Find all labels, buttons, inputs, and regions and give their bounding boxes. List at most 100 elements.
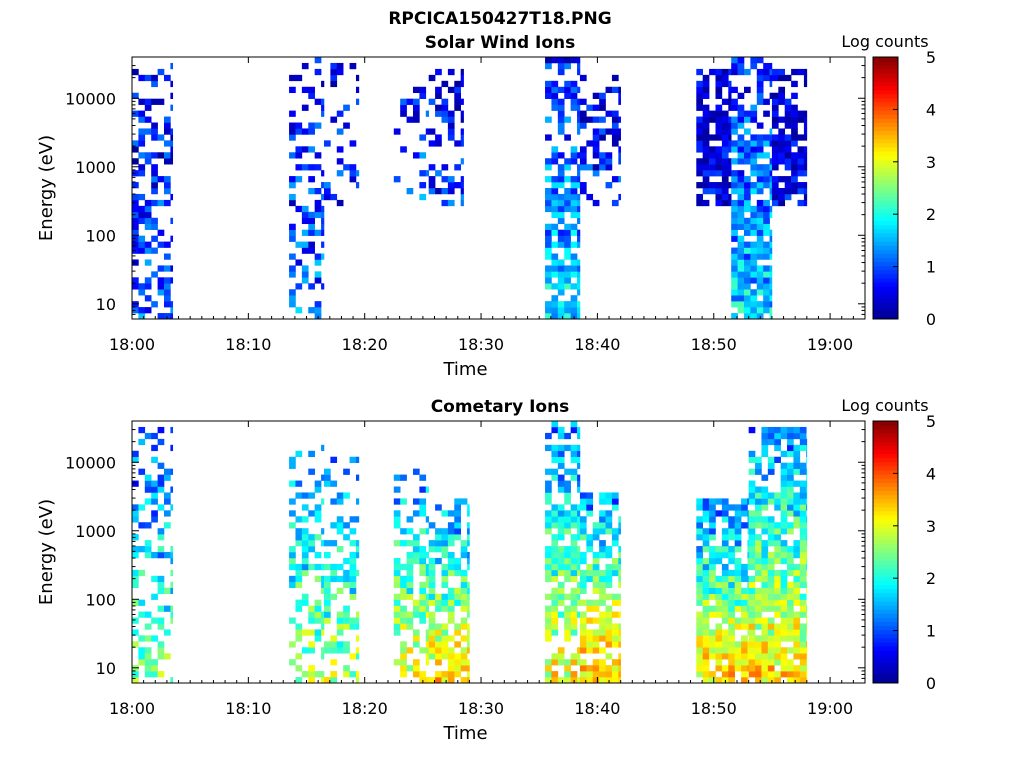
heatmap-cell <box>737 110 745 117</box>
heatmap-cell <box>721 182 729 189</box>
heatmap-cell <box>467 599 470 606</box>
heatmap-cell <box>170 104 174 111</box>
heatmap-cell <box>301 277 309 284</box>
heatmap-cell <box>551 629 559 636</box>
heatmap-cell <box>696 193 703 201</box>
heatmap-cell <box>170 587 174 594</box>
heatmap-cell <box>419 170 427 177</box>
heatmap-cell <box>767 653 775 660</box>
heatmap-cell <box>157 313 165 320</box>
heatmap-cell <box>618 146 621 153</box>
heatmap-cell <box>460 498 468 505</box>
heatmap-cell <box>577 426 581 434</box>
heatmap-cell <box>791 164 798 171</box>
heatmap-cell <box>301 62 309 70</box>
heatmap-cell <box>731 277 738 284</box>
colorbar-frame <box>872 56 899 320</box>
heatmap-cell <box>447 128 455 135</box>
heatmap-cell <box>728 182 732 189</box>
heatmap-cell <box>778 74 786 82</box>
heatmap-cell <box>164 182 171 189</box>
colorbar-segment <box>873 535 898 541</box>
heatmap-cell <box>564 116 571 123</box>
heatmap-cell <box>731 223 738 230</box>
heatmap-cell <box>744 259 751 266</box>
heatmap-cell <box>545 546 552 553</box>
heatmap-cell <box>605 617 613 624</box>
heatmap-cell <box>425 170 429 177</box>
heatmap-cell <box>460 193 464 201</box>
heatmap-cell <box>454 140 461 147</box>
heatmap-cell <box>756 271 764 278</box>
heatmap-cell <box>428 557 436 565</box>
heatmap-cell <box>157 575 165 583</box>
heatmap-cell <box>599 492 606 499</box>
colorbar-segment <box>873 65 898 70</box>
heatmap-cell <box>755 569 762 577</box>
heatmap-cell <box>419 193 427 201</box>
heatmap-cell <box>756 80 764 88</box>
heatmap-cell <box>577 480 581 487</box>
heatmap-cell <box>734 546 742 553</box>
heatmap-cell <box>460 635 468 642</box>
heatmap-cell <box>295 540 303 547</box>
heatmap-cell <box>295 623 303 630</box>
heatmap-cell <box>797 199 805 207</box>
heatmap-cell <box>557 587 565 594</box>
heatmap-cell <box>545 92 552 99</box>
heatmap-cell <box>545 575 552 583</box>
colorbar-segment <box>873 163 898 168</box>
heatmap-cell <box>731 128 738 135</box>
heatmap-cell <box>314 259 322 266</box>
heatmap-cell <box>144 205 152 213</box>
heatmap-cell <box>551 569 559 577</box>
heatmap-cell <box>611 540 619 547</box>
heatmap-cell <box>731 122 738 129</box>
heatmap-cell <box>151 217 158 225</box>
heatmap-cell <box>321 229 325 236</box>
heatmap-cell <box>803 188 808 195</box>
heatmap-cell <box>761 641 769 648</box>
colorbar-segment <box>873 490 898 496</box>
heatmap-cell <box>774 522 781 529</box>
heatmap-cell <box>618 557 621 565</box>
heatmap-cell <box>301 265 309 272</box>
heatmap-cell <box>460 623 468 630</box>
heatmap-cell <box>696 569 703 577</box>
heatmap-cell <box>737 277 745 284</box>
heatmap-cell <box>441 593 449 600</box>
heatmap-cell <box>721 546 729 553</box>
heatmap-cell <box>599 647 606 654</box>
heatmap-cell <box>750 170 758 177</box>
heatmap-cell <box>793 516 801 523</box>
heatmap-cell <box>138 313 146 320</box>
heatmap-cell <box>702 569 710 577</box>
heatmap-cell <box>564 265 571 272</box>
heatmap-cell <box>763 134 770 141</box>
heatmap-cell <box>570 241 578 248</box>
heatmap-cell <box>447 86 455 94</box>
colorbar-segment <box>873 126 898 132</box>
colorbar-segment <box>873 494 898 500</box>
heatmap-cell <box>557 486 565 493</box>
heatmap-cell <box>577 283 581 290</box>
colorbar-segment <box>873 674 898 680</box>
heatmap-cell <box>761 432 769 440</box>
heatmap-cell <box>557 86 565 94</box>
heatmap-cell <box>769 253 773 260</box>
heatmap-cell <box>755 575 762 583</box>
heatmap-cell <box>545 563 552 571</box>
heatmap-cell <box>769 235 773 242</box>
heatmap-cell <box>570 188 578 195</box>
heatmap-cell <box>151 199 158 207</box>
heatmap-cell <box>767 581 775 589</box>
heatmap-cell <box>599 635 606 642</box>
heatmap-cell <box>428 611 436 618</box>
heatmap-cell <box>406 617 414 624</box>
heatmap-cell <box>803 74 808 82</box>
heatmap-cell <box>425 641 429 648</box>
heatmap-cell <box>428 128 436 135</box>
heatmap-cell <box>702 498 710 505</box>
heatmap-cell <box>441 653 449 660</box>
heatmap-cell <box>441 629 449 636</box>
